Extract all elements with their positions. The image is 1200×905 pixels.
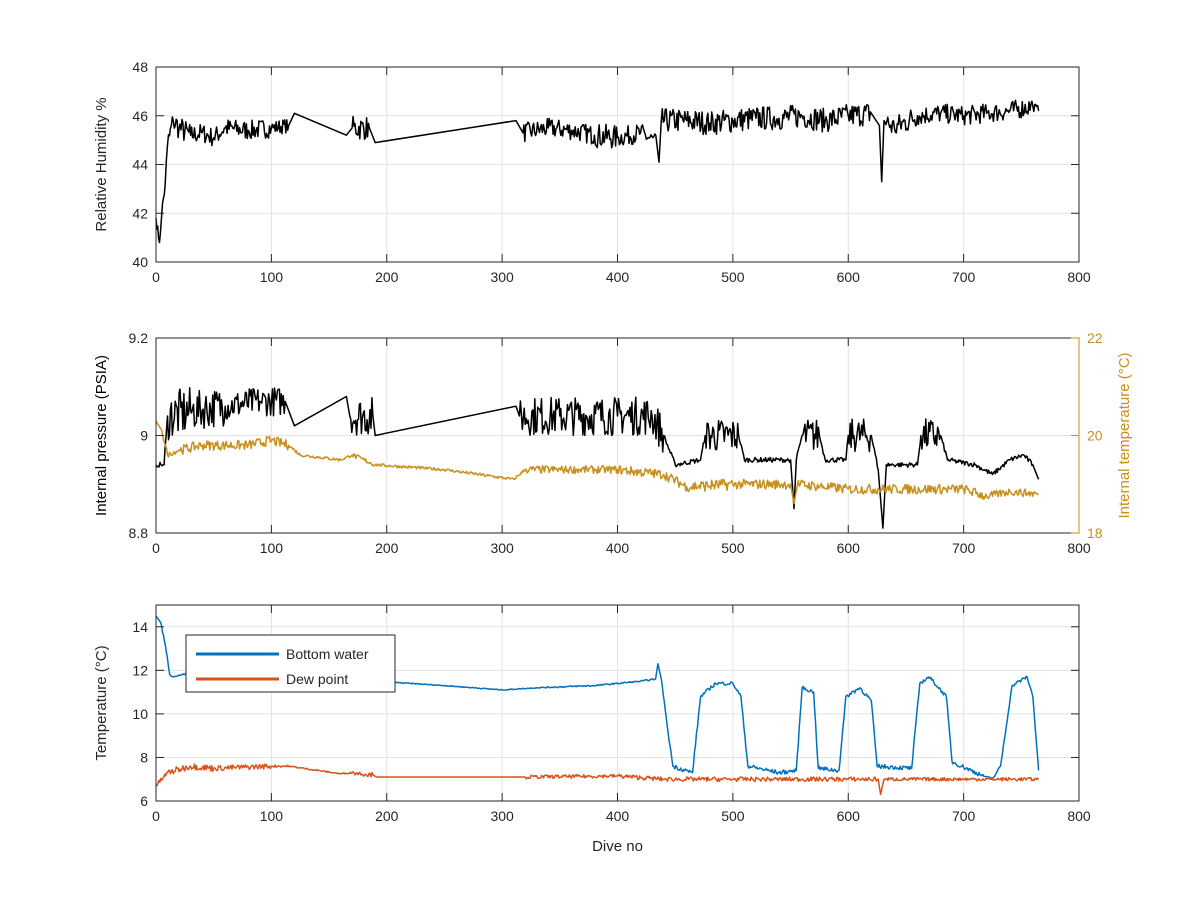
y-axis-label: Relative Humidity %	[93, 97, 110, 231]
y-axis-label: Internal pressure (PSIA)	[93, 355, 110, 516]
y-tick-label: 8	[140, 749, 148, 765]
x-tick-label: 700	[952, 540, 976, 556]
x-tick-label: 800	[1067, 269, 1091, 285]
legend-label: Bottom water	[286, 646, 369, 662]
y-tick-label: 40	[132, 254, 148, 270]
x-tick-label: 200	[375, 540, 399, 556]
y-right-axis-label: Internal temperature (°C)	[1116, 352, 1133, 518]
y-tick-label: 9.2	[129, 330, 149, 346]
x-tick-label: 0	[152, 269, 160, 285]
y-tick-label: 44	[132, 157, 148, 173]
x-tick-label: 600	[837, 808, 861, 824]
series-line-dew-point	[155, 763, 1040, 796]
x-tick-label: 500	[721, 808, 745, 824]
x-tick-label: 600	[837, 269, 861, 285]
subplot-1: 0 100 200 300 400 500 600 700 800 40 42 44 46 48 Relat…	[93, 59, 1091, 285]
y-right-tick-label: 20	[1087, 428, 1103, 444]
y-tick-label: 14	[132, 619, 148, 635]
y-right-tick-label: 18	[1087, 525, 1103, 541]
series-line-relative-humidity	[155, 99, 1040, 244]
y-tick-label: 46	[132, 108, 148, 124]
y-tick-label: 8.8	[129, 525, 149, 541]
x-tick-label: 100	[260, 269, 284, 285]
y-tick-label: 12	[132, 662, 148, 678]
y-tick-label: 6	[140, 793, 148, 809]
y-tick-label: 10	[132, 706, 148, 722]
y-axis-label: Temperature (°C)	[93, 645, 110, 760]
x-tick-label: 700	[952, 808, 976, 824]
x-tick-label: 500	[721, 540, 745, 556]
subplot-3: 0 100 200 300 400 500 600 700 800 6 8 10 12 14 Tempera…	[93, 604, 1091, 855]
x-tick-label: 400	[606, 540, 630, 556]
x-tick-label: 400	[606, 808, 630, 824]
x-tick-label: 700	[952, 269, 976, 285]
x-tick-label: 100	[260, 540, 284, 556]
x-tick-label: 400	[606, 269, 630, 285]
x-tick-label: 300	[490, 808, 514, 824]
subplot-2: 0 100 200 300 400 500 600 700 800 8.8 9 9.2 18 20 22 In…	[93, 330, 1133, 556]
legend-label: Dew point	[286, 671, 348, 687]
x-axis-label: Dive no	[592, 838, 643, 855]
x-tick-label: 800	[1067, 808, 1091, 824]
y-tick-label: 48	[132, 59, 148, 75]
y-tick-label: 9	[140, 428, 148, 444]
legend-box	[185, 634, 396, 693]
x-tick-label: 500	[721, 269, 745, 285]
x-tick-label: 300	[490, 269, 514, 285]
x-tick-label: 0	[152, 540, 160, 556]
series-line-internal-temperature	[155, 420, 1039, 505]
x-tick-label: 200	[375, 808, 399, 824]
y-right-tick-label: 22	[1087, 330, 1103, 346]
x-tick-label: 200	[375, 269, 399, 285]
x-tick-label: 100	[260, 808, 284, 824]
x-tick-label: 800	[1067, 540, 1091, 556]
y-tick-label: 42	[132, 205, 148, 221]
x-tick-label: 300	[490, 540, 514, 556]
x-tick-label: 0	[152, 808, 160, 824]
x-tick-label: 600	[837, 540, 861, 556]
series-line-internal-pressure	[155, 386, 1040, 529]
legend: Bottom water Dew point	[185, 634, 396, 693]
